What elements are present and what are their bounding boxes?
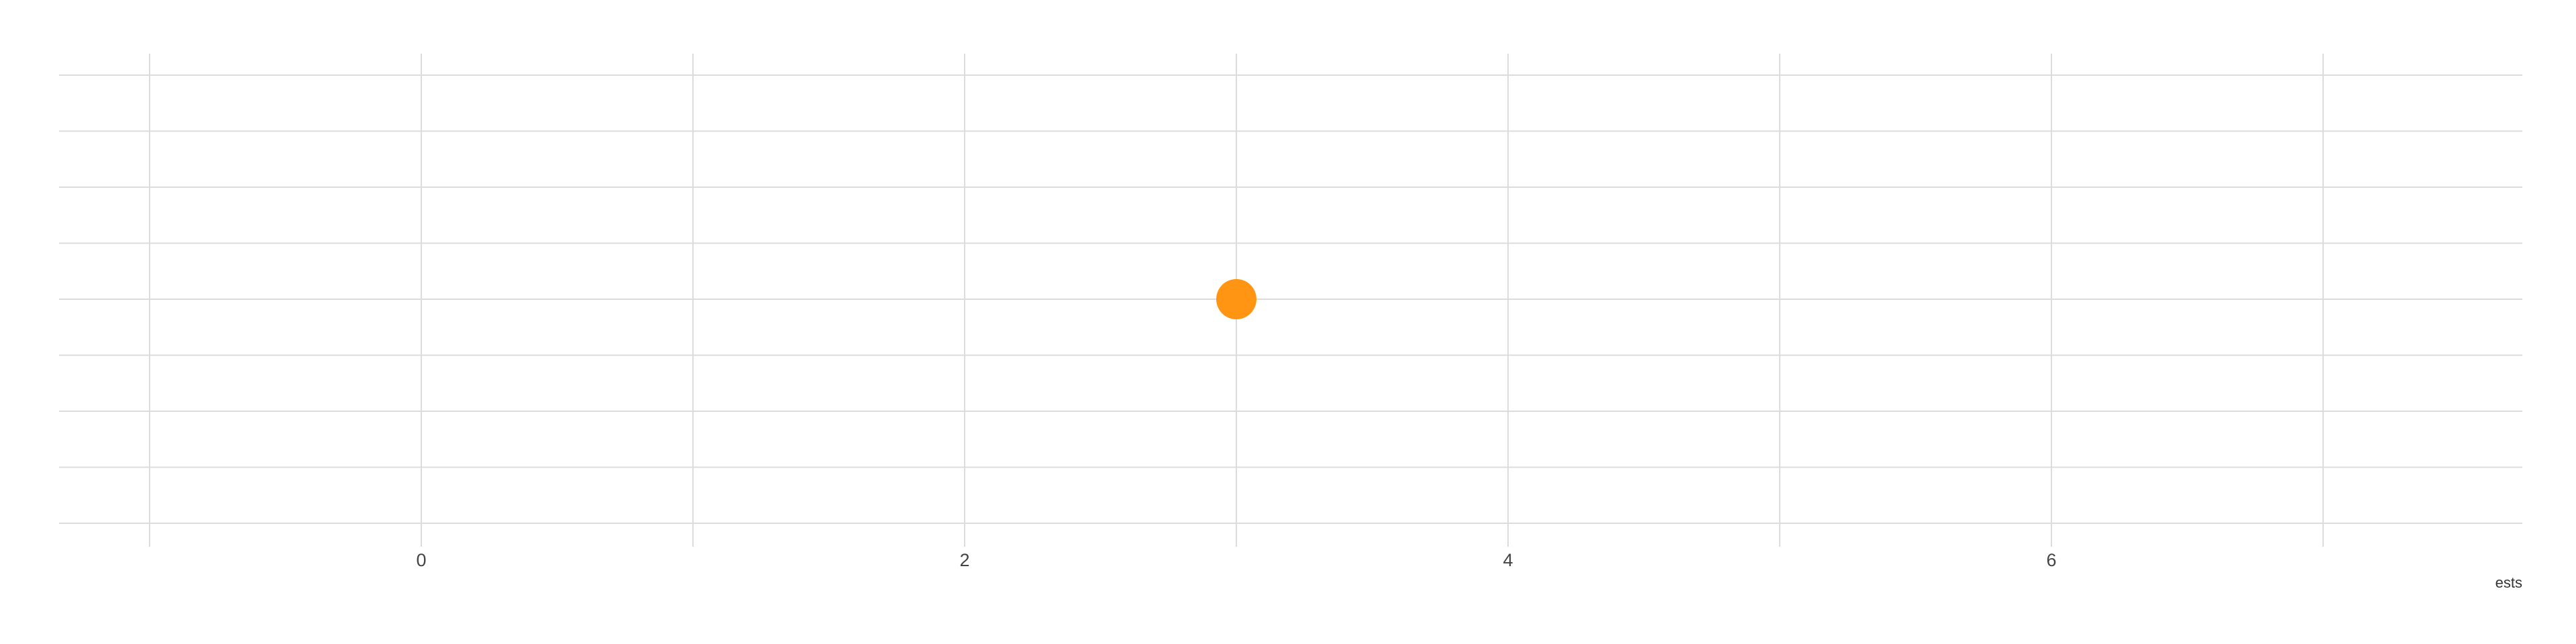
x-tick-label: 4 (1503, 550, 1513, 570)
x-tick-label: 0 (416, 550, 426, 570)
x-tick-label: 2 (959, 550, 969, 570)
data-point (1216, 279, 1256, 319)
data-points (1216, 279, 1256, 319)
x-axis-title: ests (2496, 574, 2522, 591)
x-tick-labels: 0 2 4 6 (416, 550, 2056, 570)
x-tick-label: 6 (2046, 550, 2056, 570)
y-gridlines (59, 74, 2522, 524)
